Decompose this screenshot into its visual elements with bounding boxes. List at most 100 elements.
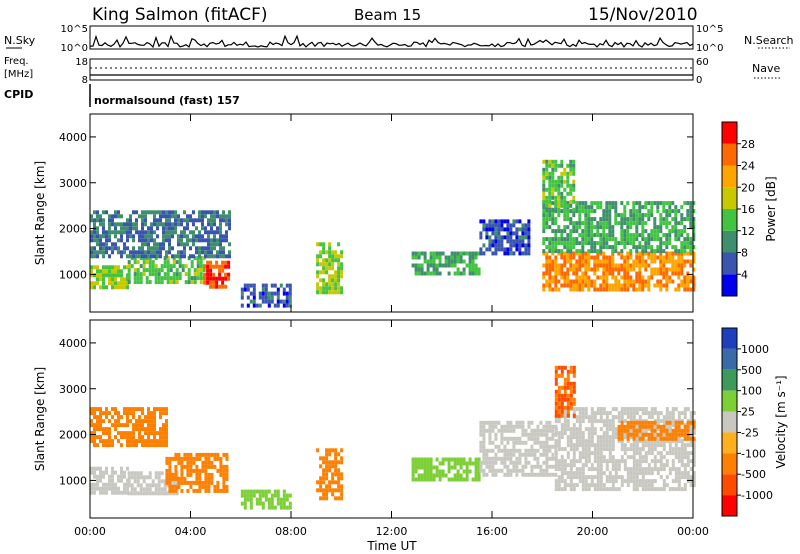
- echo-cell: [471, 251, 475, 256]
- echo-cell: [168, 480, 172, 485]
- echo-cell: [288, 303, 292, 308]
- echo-cell: [204, 250, 207, 255]
- freq-label: Freq.: [4, 56, 29, 67]
- echo-cell: [563, 471, 567, 476]
- echo-cell: [557, 237, 561, 242]
- echo-cell: [560, 163, 564, 168]
- echo-cell: [539, 464, 543, 469]
- echo-cell: [596, 475, 600, 480]
- echo-cell: [566, 471, 570, 476]
- echo-cell: [647, 415, 651, 420]
- echo-cell: [120, 474, 123, 479]
- echo-cell: [686, 201, 690, 206]
- echo-cell: [166, 268, 170, 273]
- echo-cell: [93, 254, 96, 259]
- echo-cell: [545, 259, 549, 264]
- echo-cell: [650, 411, 654, 416]
- echo-cell: [557, 389, 561, 394]
- echo-cell: [629, 471, 633, 476]
- echo-cell: [187, 272, 191, 277]
- echo-cell: [659, 487, 663, 492]
- echo-cell: [599, 287, 603, 292]
- echo-cell: [120, 431, 123, 436]
- echo-cell: [635, 279, 639, 284]
- echo-cell: [518, 420, 522, 425]
- echo-cell: [156, 234, 159, 239]
- echo-cell: [578, 419, 582, 424]
- echo-cell: [617, 241, 621, 246]
- echo-cell: [587, 467, 591, 472]
- echo-cell: [668, 259, 672, 264]
- echo-cell: [165, 460, 169, 465]
- echo-cell: [126, 226, 129, 231]
- echo-cell: [340, 270, 344, 275]
- echo-cell: [566, 171, 570, 176]
- echo-cell: [656, 411, 660, 416]
- echo-cell: [328, 452, 332, 457]
- echo-cell: [500, 428, 504, 433]
- echo-cell: [111, 281, 114, 286]
- echo-cell: [545, 428, 549, 433]
- echo-cell: [662, 259, 666, 264]
- echo-cell: [515, 239, 519, 244]
- echo-cell: [180, 254, 183, 259]
- echo-cell: [569, 263, 573, 268]
- echo-cell: [319, 496, 323, 501]
- echo-cell: [653, 225, 657, 230]
- echo-cell: [114, 214, 117, 219]
- echo-cell: [479, 440, 483, 445]
- echo-cell: [665, 423, 669, 428]
- echo-cell: [337, 472, 341, 477]
- echo-cell: [204, 230, 207, 235]
- echo-cell: [102, 254, 105, 259]
- echo-cell: [677, 471, 681, 476]
- echo-cell: [141, 210, 144, 215]
- echo-cell: [139, 280, 143, 285]
- echo-cell: [650, 459, 654, 464]
- echo-cell: [123, 407, 126, 412]
- echo-cell: [166, 272, 170, 277]
- echo-cell: [198, 456, 202, 461]
- echo-cell: [453, 271, 457, 276]
- echo-cell: [192, 230, 195, 235]
- echo-cell: [147, 407, 150, 412]
- echo-cell: [99, 411, 102, 416]
- echo-cell: [569, 405, 573, 410]
- echo-cell: [174, 452, 178, 457]
- echo-cell: [599, 275, 603, 280]
- echo-cell: [426, 263, 430, 268]
- echo-cell: [198, 234, 201, 239]
- echo-cell: [581, 415, 585, 420]
- echo-cell: [142, 268, 146, 273]
- echo-cell: [195, 218, 198, 223]
- echo-cell: [566, 179, 570, 184]
- echo-cell: [261, 505, 265, 510]
- echo-cell: [629, 443, 633, 448]
- echo-cell: [156, 210, 159, 215]
- echo-cell: [512, 428, 516, 433]
- colorbar-tick-label: 24: [741, 160, 755, 173]
- echo-cell: [545, 468, 549, 473]
- echo-cell: [575, 483, 579, 488]
- echo-cell: [602, 237, 606, 242]
- echo-cell: [650, 213, 654, 218]
- echo-cell: [608, 283, 612, 288]
- echo-cell: [632, 479, 636, 484]
- echo-cell: [477, 477, 481, 482]
- echo-cell: [560, 209, 564, 214]
- echo-cell: [207, 210, 210, 215]
- echo-cell: [545, 263, 549, 268]
- echo-cell: [665, 221, 669, 226]
- echo-cell: [674, 213, 678, 218]
- echo-cell: [219, 468, 223, 473]
- echo-cell: [102, 443, 105, 448]
- echo-cell: [674, 209, 678, 214]
- echo-cell: [653, 221, 657, 226]
- echo-cell: [671, 209, 675, 214]
- echo-cell: [215, 280, 219, 285]
- echo-cell: [331, 262, 335, 267]
- echo-cell: [209, 260, 213, 265]
- echo-cell: [608, 271, 612, 276]
- echo-cell: [93, 250, 96, 255]
